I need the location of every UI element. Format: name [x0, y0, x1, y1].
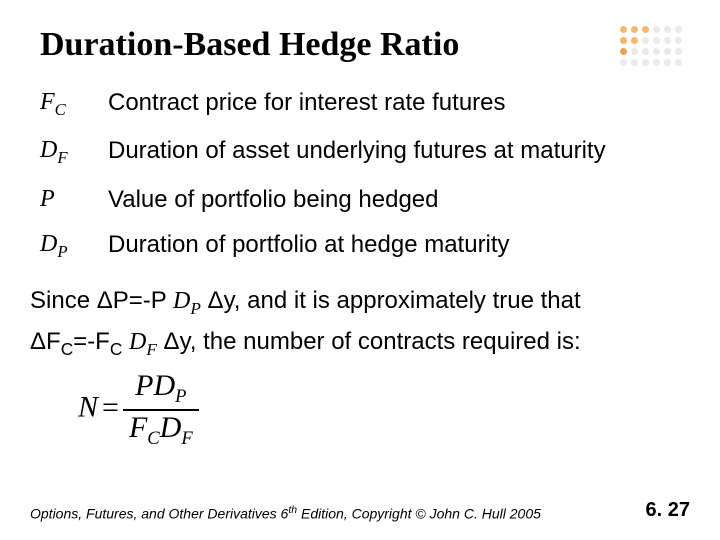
- footer: Options, Futures, and Other Derivatives …: [30, 499, 690, 522]
- decoration-dot: [631, 48, 638, 55]
- decoration-dot: [620, 48, 627, 55]
- subscript: C: [61, 338, 73, 358]
- symbol-df: DF: [129, 329, 157, 355]
- body-paragraph: Since ΔP=-P DP Δy, and it is approximate…: [30, 282, 690, 363]
- decoration-dot: [664, 37, 671, 44]
- decoration-dot: [664, 59, 671, 66]
- decoration-dot: [642, 37, 649, 44]
- subscript: C: [110, 338, 122, 358]
- description-cell: Duration of portfolio at hedge maturity: [104, 224, 676, 272]
- fraction: PDP FCDF: [123, 371, 199, 448]
- text: Δy, and it is approximately true that: [201, 287, 581, 314]
- page-number: 6. 27: [646, 499, 690, 522]
- slide: Duration-Based Hedge Ratio FCContract pr…: [0, 0, 720, 540]
- equals-sign: =: [98, 391, 123, 424]
- symbol-dp: DP: [173, 288, 201, 314]
- denominator: FCDF: [123, 411, 199, 449]
- text: [122, 328, 129, 355]
- decoration-dot: [642, 59, 649, 66]
- decoration-dot: [642, 26, 649, 33]
- symbol-cell: DP: [36, 224, 104, 272]
- formula-lhs: N: [78, 391, 98, 424]
- symbol-cell: P: [36, 179, 104, 224]
- text: Since ΔP=-P: [30, 287, 173, 314]
- text: Δy, the number of contracts required is:: [157, 328, 581, 355]
- decoration-dot: [653, 26, 660, 33]
- decoration-dot: [653, 59, 660, 66]
- slide-title: Duration-Based Hedge Ratio: [40, 26, 690, 64]
- table-row: DFDuration of asset underlying futures a…: [36, 130, 676, 178]
- table-row: PValue of portfolio being hedged: [36, 179, 676, 224]
- symbol-cell: DF: [36, 130, 104, 178]
- decoration-dot: [653, 37, 660, 44]
- decoration-dot: [631, 37, 638, 44]
- definitions-table: FCContract price for interest rate futur…: [36, 82, 676, 272]
- text: =-F: [73, 328, 110, 355]
- description-cell: Value of portfolio being hedged: [104, 179, 676, 224]
- decoration-dot: [631, 59, 638, 66]
- copyright-text: Options, Futures, and Other Derivatives …: [30, 504, 541, 522]
- formula: N= PDP FCDF: [78, 371, 690, 448]
- decoration-dot: [620, 59, 627, 66]
- symbol-cell: FC: [36, 82, 104, 130]
- decoration-dot: [675, 48, 682, 55]
- decoration-dot: [642, 48, 649, 55]
- description-cell: Duration of asset underlying futures at …: [104, 130, 676, 178]
- numerator: PDP: [123, 371, 199, 411]
- table-row: DPDuration of portfolio at hedge maturit…: [36, 224, 676, 272]
- text: ΔF: [30, 328, 61, 355]
- decoration-dots: [618, 24, 690, 68]
- decoration-dot: [620, 37, 627, 44]
- decoration-dot: [675, 37, 682, 44]
- description-cell: Contract price for interest rate futures: [104, 82, 676, 130]
- decoration-dot: [631, 26, 638, 33]
- table-row: FCContract price for interest rate futur…: [36, 82, 676, 130]
- decoration-dot: [653, 48, 660, 55]
- decoration-dot: [620, 26, 627, 33]
- decoration-dot: [664, 48, 671, 55]
- decoration-dot: [675, 26, 682, 33]
- decoration-dot: [664, 26, 671, 33]
- decoration-dot: [675, 59, 682, 66]
